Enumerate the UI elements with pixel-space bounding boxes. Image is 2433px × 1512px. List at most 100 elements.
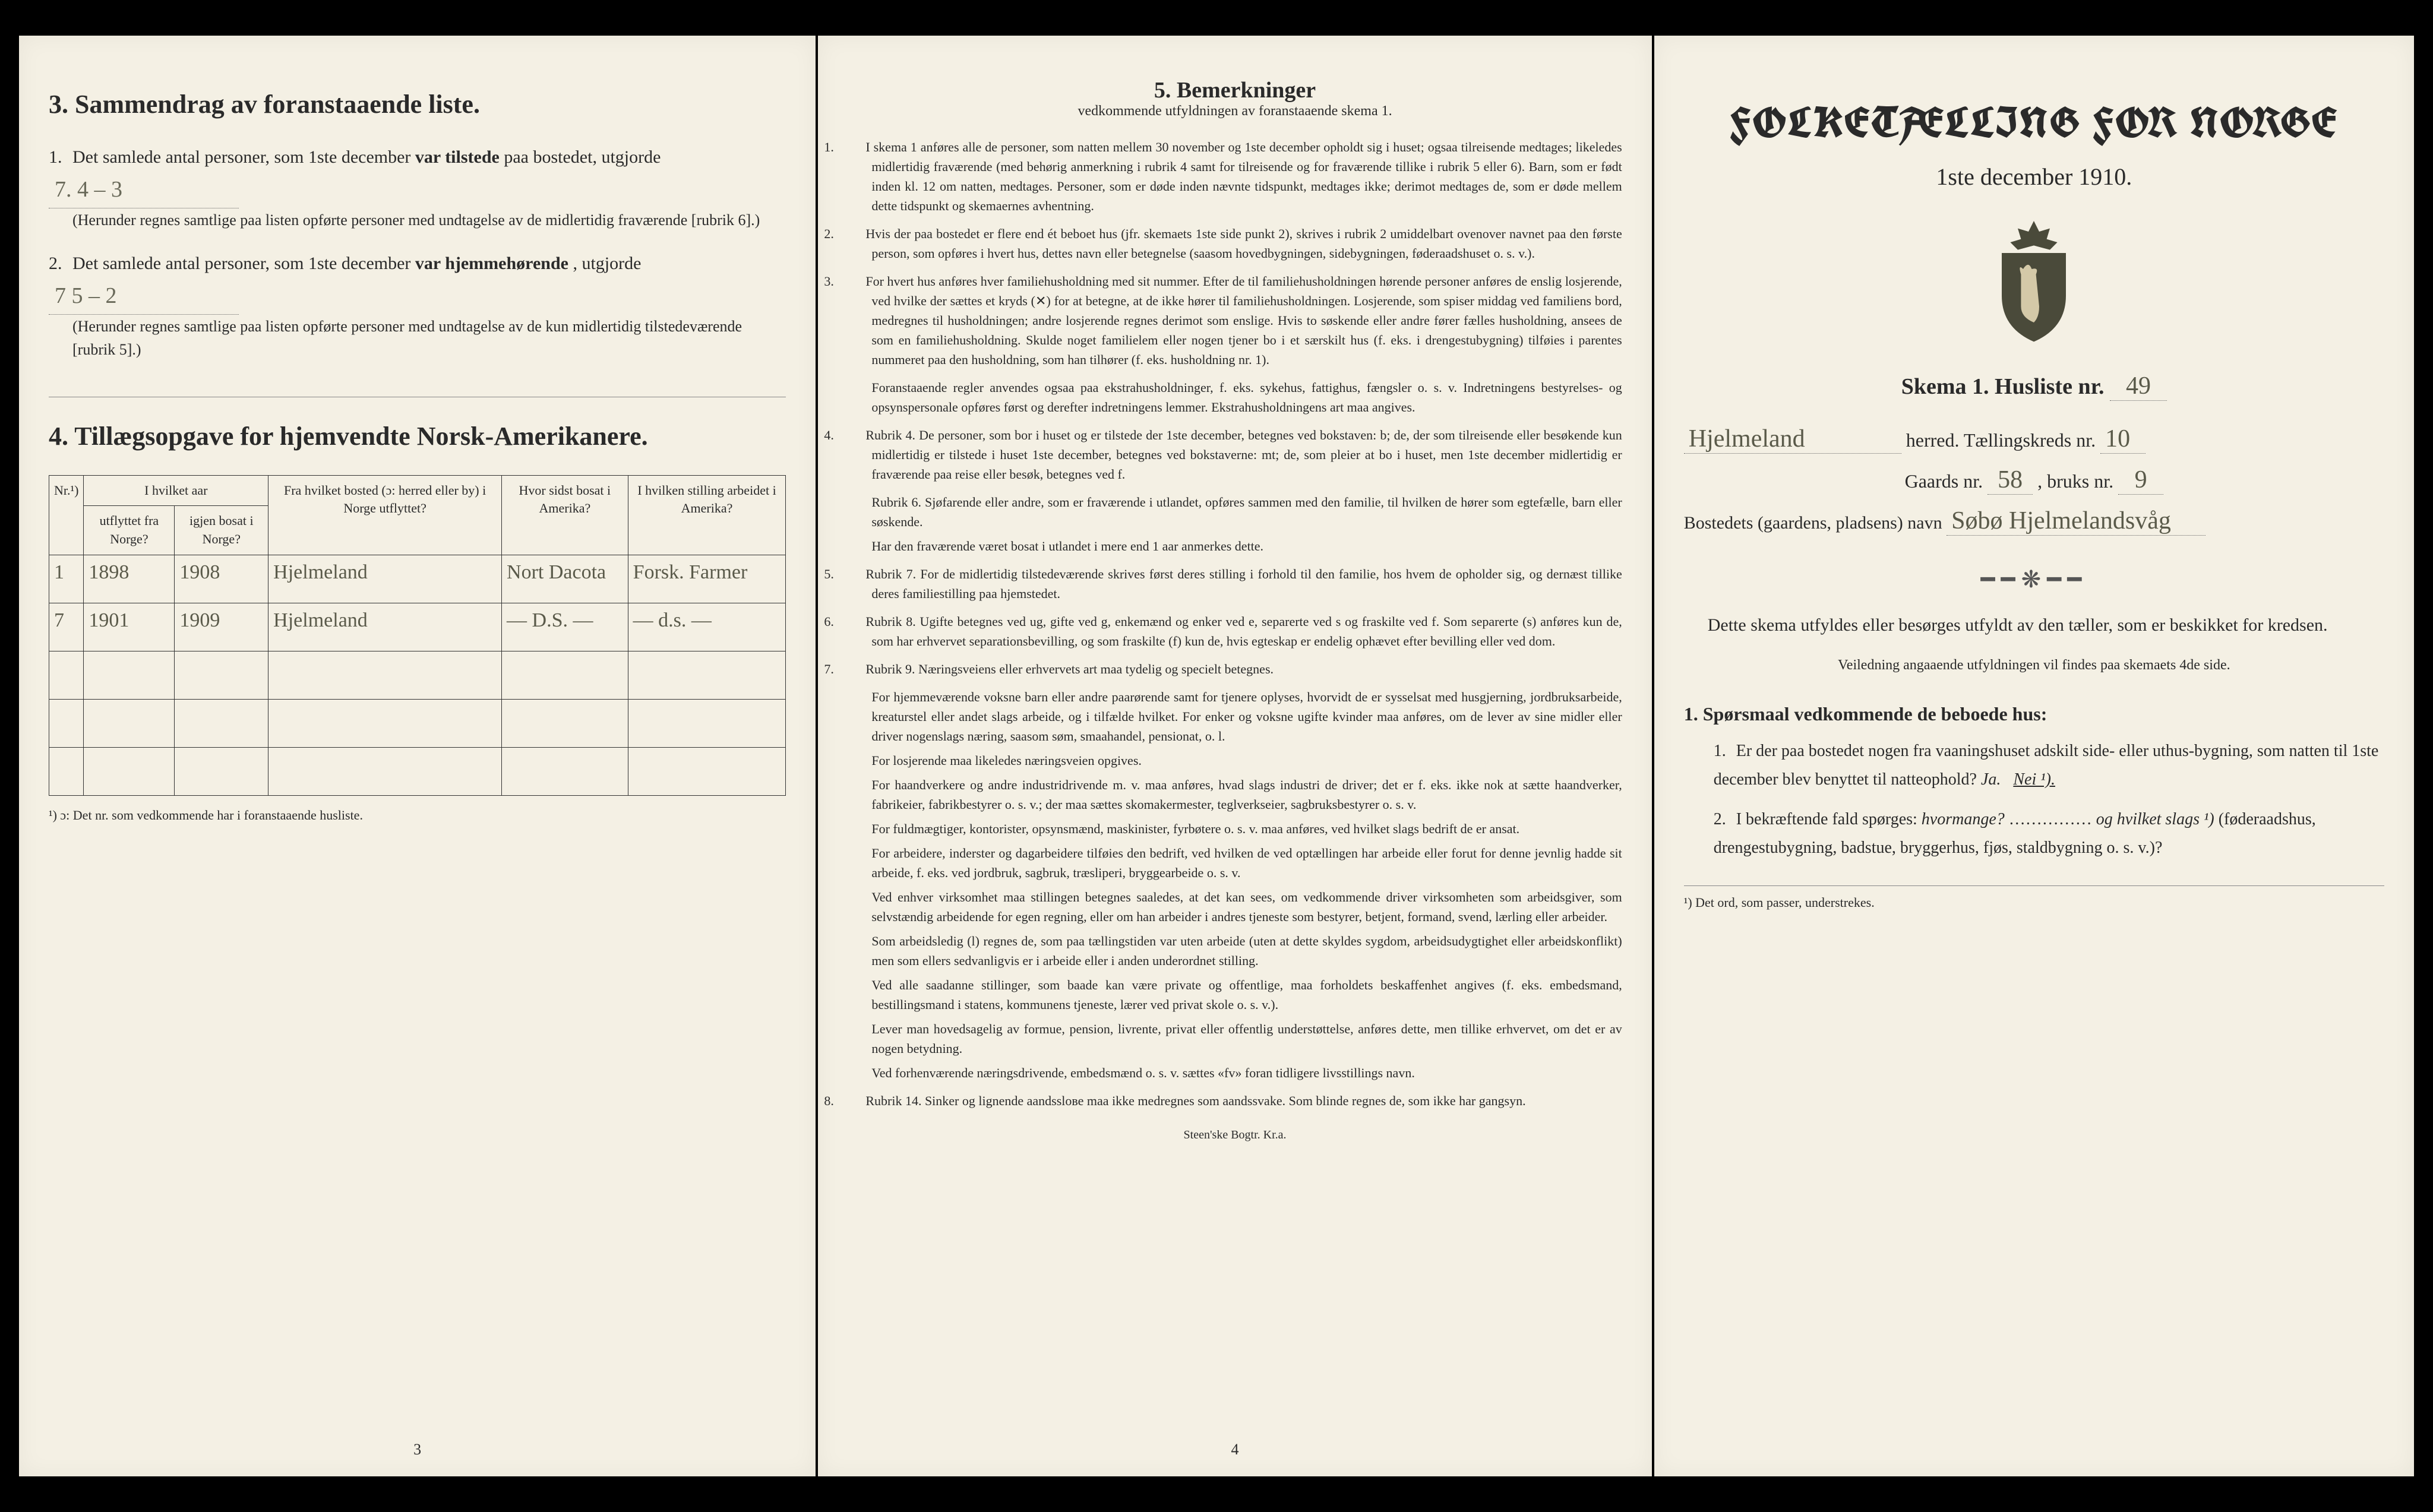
remark-item: For fuldmægtiger, kontorister, opsynsmæn… (871, 819, 1622, 839)
table-footnote: ¹) ɔ: Det nr. som vedkommende har i fora… (49, 808, 786, 823)
remark-num: 3. (848, 271, 865, 291)
section-4-text: Tillægsopgave for hjemvendte Norsk-Ameri… (74, 422, 647, 451)
remark-item: For arbeidere, inderster og dagarbeidere… (871, 843, 1622, 882)
ja-option: Ja. (1981, 770, 2001, 789)
right-footnote: ¹) Det ord, som passer, understrekes. (1684, 885, 2384, 910)
small-instruction: Veiledning angaaende utfyldningen vil fi… (1684, 657, 2384, 673)
th-nr: Nr.¹) (49, 475, 84, 555)
remark-item: 2.Hvis der paa bostedet er flere end ét … (848, 224, 1622, 263)
q2-text-a: Det samlede antal personer, som 1ste dec… (72, 254, 415, 273)
remark-num: 5. (848, 564, 865, 584)
sub-question-1: 1. Er der paa bostedet nogen fra vaaning… (1714, 737, 2384, 793)
th-ut: utflyttet fra Norge? (84, 506, 175, 555)
table-row (49, 651, 786, 699)
q1-num: 1. (49, 147, 62, 167)
remark-item: Lever man hovedsagelig av formue, pensio… (871, 1019, 1622, 1058)
th-igjen: igjen bosat i Norge? (175, 506, 268, 555)
th-bosted: Fra hvilket bosted (ɔ: herred eller by) … (268, 475, 502, 555)
cell: Hjelmeland (268, 555, 502, 603)
remark-item: 8.Rubrik 14. Sinker og lignende aandsslо… (848, 1091, 1622, 1111)
remark-item: Har den fraværende været bosat i utlande… (871, 536, 1622, 556)
remark-item: Foranstaaende regler anvendes ogsaa paa … (871, 378, 1622, 417)
q2-bold: var hjemmehørende (415, 254, 568, 273)
page-number: 3 (413, 1441, 421, 1459)
cell: — d.s. — (628, 603, 786, 651)
remark-num: 8. (848, 1091, 865, 1111)
remark-num: 7. (848, 659, 865, 679)
scan-container: 3. Sammendrag av foranstaaende liste. 1.… (0, 0, 2433, 1512)
cell: Hjelmeland (268, 603, 502, 651)
remark-item: Ved enhver virksomhet maa stillingen bet… (871, 887, 1622, 926)
remarks-title: 5. Bemerkninger (848, 77, 1622, 103)
remark-item: 4.Rubrik 4. De personer, som bor i huset… (848, 425, 1622, 484)
bosted-line: Bostedets (gaardens, pladsens) navn Søbø… (1684, 507, 2384, 536)
skema-label: Skema 1. Husliste nr. (1901, 374, 2105, 399)
cell: 1909 (175, 603, 268, 651)
section-4-num: 4. (49, 422, 68, 451)
q2-value: 7 5 – 2 (49, 278, 239, 315)
cell: 1901 (84, 603, 175, 651)
section-3-text: Sammendrag av foranstaaende liste. (75, 90, 480, 119)
th-amerika: Hvor sidst bosat i Amerika? (502, 475, 628, 555)
remark-num: 4. (848, 425, 865, 445)
husliste-nr: 49 (2110, 372, 2167, 401)
remarks-subtitle: vedkommende utfyldningen av foranstaaend… (848, 103, 1622, 119)
remark-text: Rubrik 9. Næringsveiens eller erhvervets… (865, 662, 1274, 676)
remark-text: Rubrik 7. For de midlertidig tilstedevær… (865, 567, 1622, 601)
cell: 1908 (175, 555, 268, 603)
q2: 2. Det samlede antal personer, som 1ste … (49, 249, 786, 361)
table-row (49, 699, 786, 747)
gaards-label: Gaards nr. (1905, 470, 1983, 492)
sub2-b: …………… (2009, 810, 2096, 828)
instruction-text: Dette skema utfyldes eller besørges utfy… (1684, 611, 2384, 640)
cell: Forsk. Farmer (628, 555, 786, 603)
q1-title: Spørsmaal vedkommende de beboede hus: (1703, 703, 2047, 725)
sub2-a: I bekræftende fald spørges: (1736, 810, 1922, 828)
remark-num: 1. (848, 137, 865, 157)
bosted-label: Bostedets (gaardens, pladsens) navn (1684, 513, 1942, 533)
kreds-nr: 10 (2100, 425, 2146, 454)
remark-text: Hvis der paa bostedet er flere end ét be… (865, 226, 1622, 261)
table-row: 7 1901 1909 Hjelmeland — D.S. — — d.s. — (49, 603, 786, 651)
sub1-num: 1. (1714, 742, 1726, 760)
section-4-title: 4. Tillægsopgave for hjemvendte Norsk-Am… (49, 421, 786, 451)
page-3: 3. Sammendrag av foranstaaende liste. 1.… (19, 36, 816, 1476)
imprint: Steen'ske Bogtr. Kr.a. (848, 1128, 1622, 1142)
ornament-icon: ━━❋━━ (1684, 565, 2384, 593)
herred-label: herred. Tællingskreds nr. (1906, 429, 2096, 451)
question-1-heading: 1. Spørsmaal vedkommende de beboede hus: (1684, 703, 2384, 725)
q1-note: (Herunder regnes samtlige paa listen opf… (72, 208, 786, 232)
remark-text: I skema 1 anføres alle de personer, som … (865, 140, 1622, 213)
cell: 1898 (84, 555, 175, 603)
remark-item: 3.For hvert hus anføres hver familiehush… (848, 271, 1622, 369)
cell: — D.S. — (502, 603, 628, 651)
sub2-i1: hvormange? (1922, 810, 2005, 828)
section-3-title: 3. Sammendrag av foranstaaende liste. (49, 89, 786, 119)
cell: 1 (49, 555, 84, 603)
coat-of-arms-icon (1684, 214, 2384, 348)
sub2-i2: og hvilket slags ¹) (2096, 810, 2214, 828)
th-stilling: I hvilken stilling arbeidet i Amerika? (628, 475, 786, 555)
page-number: 4 (1231, 1441, 1239, 1459)
section-3-num: 3. (49, 90, 68, 119)
gaards-line: Gaards nr. 58 , bruks nr. 9 (1684, 466, 2384, 495)
q1-num: 1. (1684, 703, 1698, 725)
remark-text: Rubrik 8. Ugifte betegnes ved ug, gifte … (865, 614, 1622, 649)
th-aar: I hvilket aar (84, 475, 268, 506)
remark-text: For hvert hus anføres hver familiehushol… (865, 274, 1622, 367)
herred-name: Hjelmeland (1684, 425, 1901, 454)
bruks-nr: 9 (2118, 466, 2163, 495)
page-4: 5. Bemerkninger vedkommende utfyldningen… (818, 36, 1651, 1476)
census-title: FOLKETÆLLING FOR NORGE (1684, 95, 2384, 151)
census-date: 1ste december 1910. (1684, 163, 2384, 191)
remark-item: For losjerende maa likeledes næringsveie… (871, 751, 1622, 770)
remark-text: Rubrik 14. Sinker og lignende aandsslове… (865, 1093, 1525, 1108)
remark-item: Som arbeidsledig (l) regnes de, som paa … (871, 931, 1622, 970)
q2-num: 2. (49, 254, 62, 273)
q1-text-a: Det samlede antal personer, som 1ste dec… (72, 147, 415, 167)
cell: Nort Dacota (502, 555, 628, 603)
gaards-nr: 58 (1988, 466, 2033, 495)
sub-question-2: 2. I bekræftende fald spørges: hvormange… (1714, 805, 2384, 862)
remark-item: 7.Rubrik 9. Næringsveiens eller erhverve… (848, 659, 1622, 679)
skema-line: Skema 1. Husliste nr. 49 (1684, 372, 2384, 401)
